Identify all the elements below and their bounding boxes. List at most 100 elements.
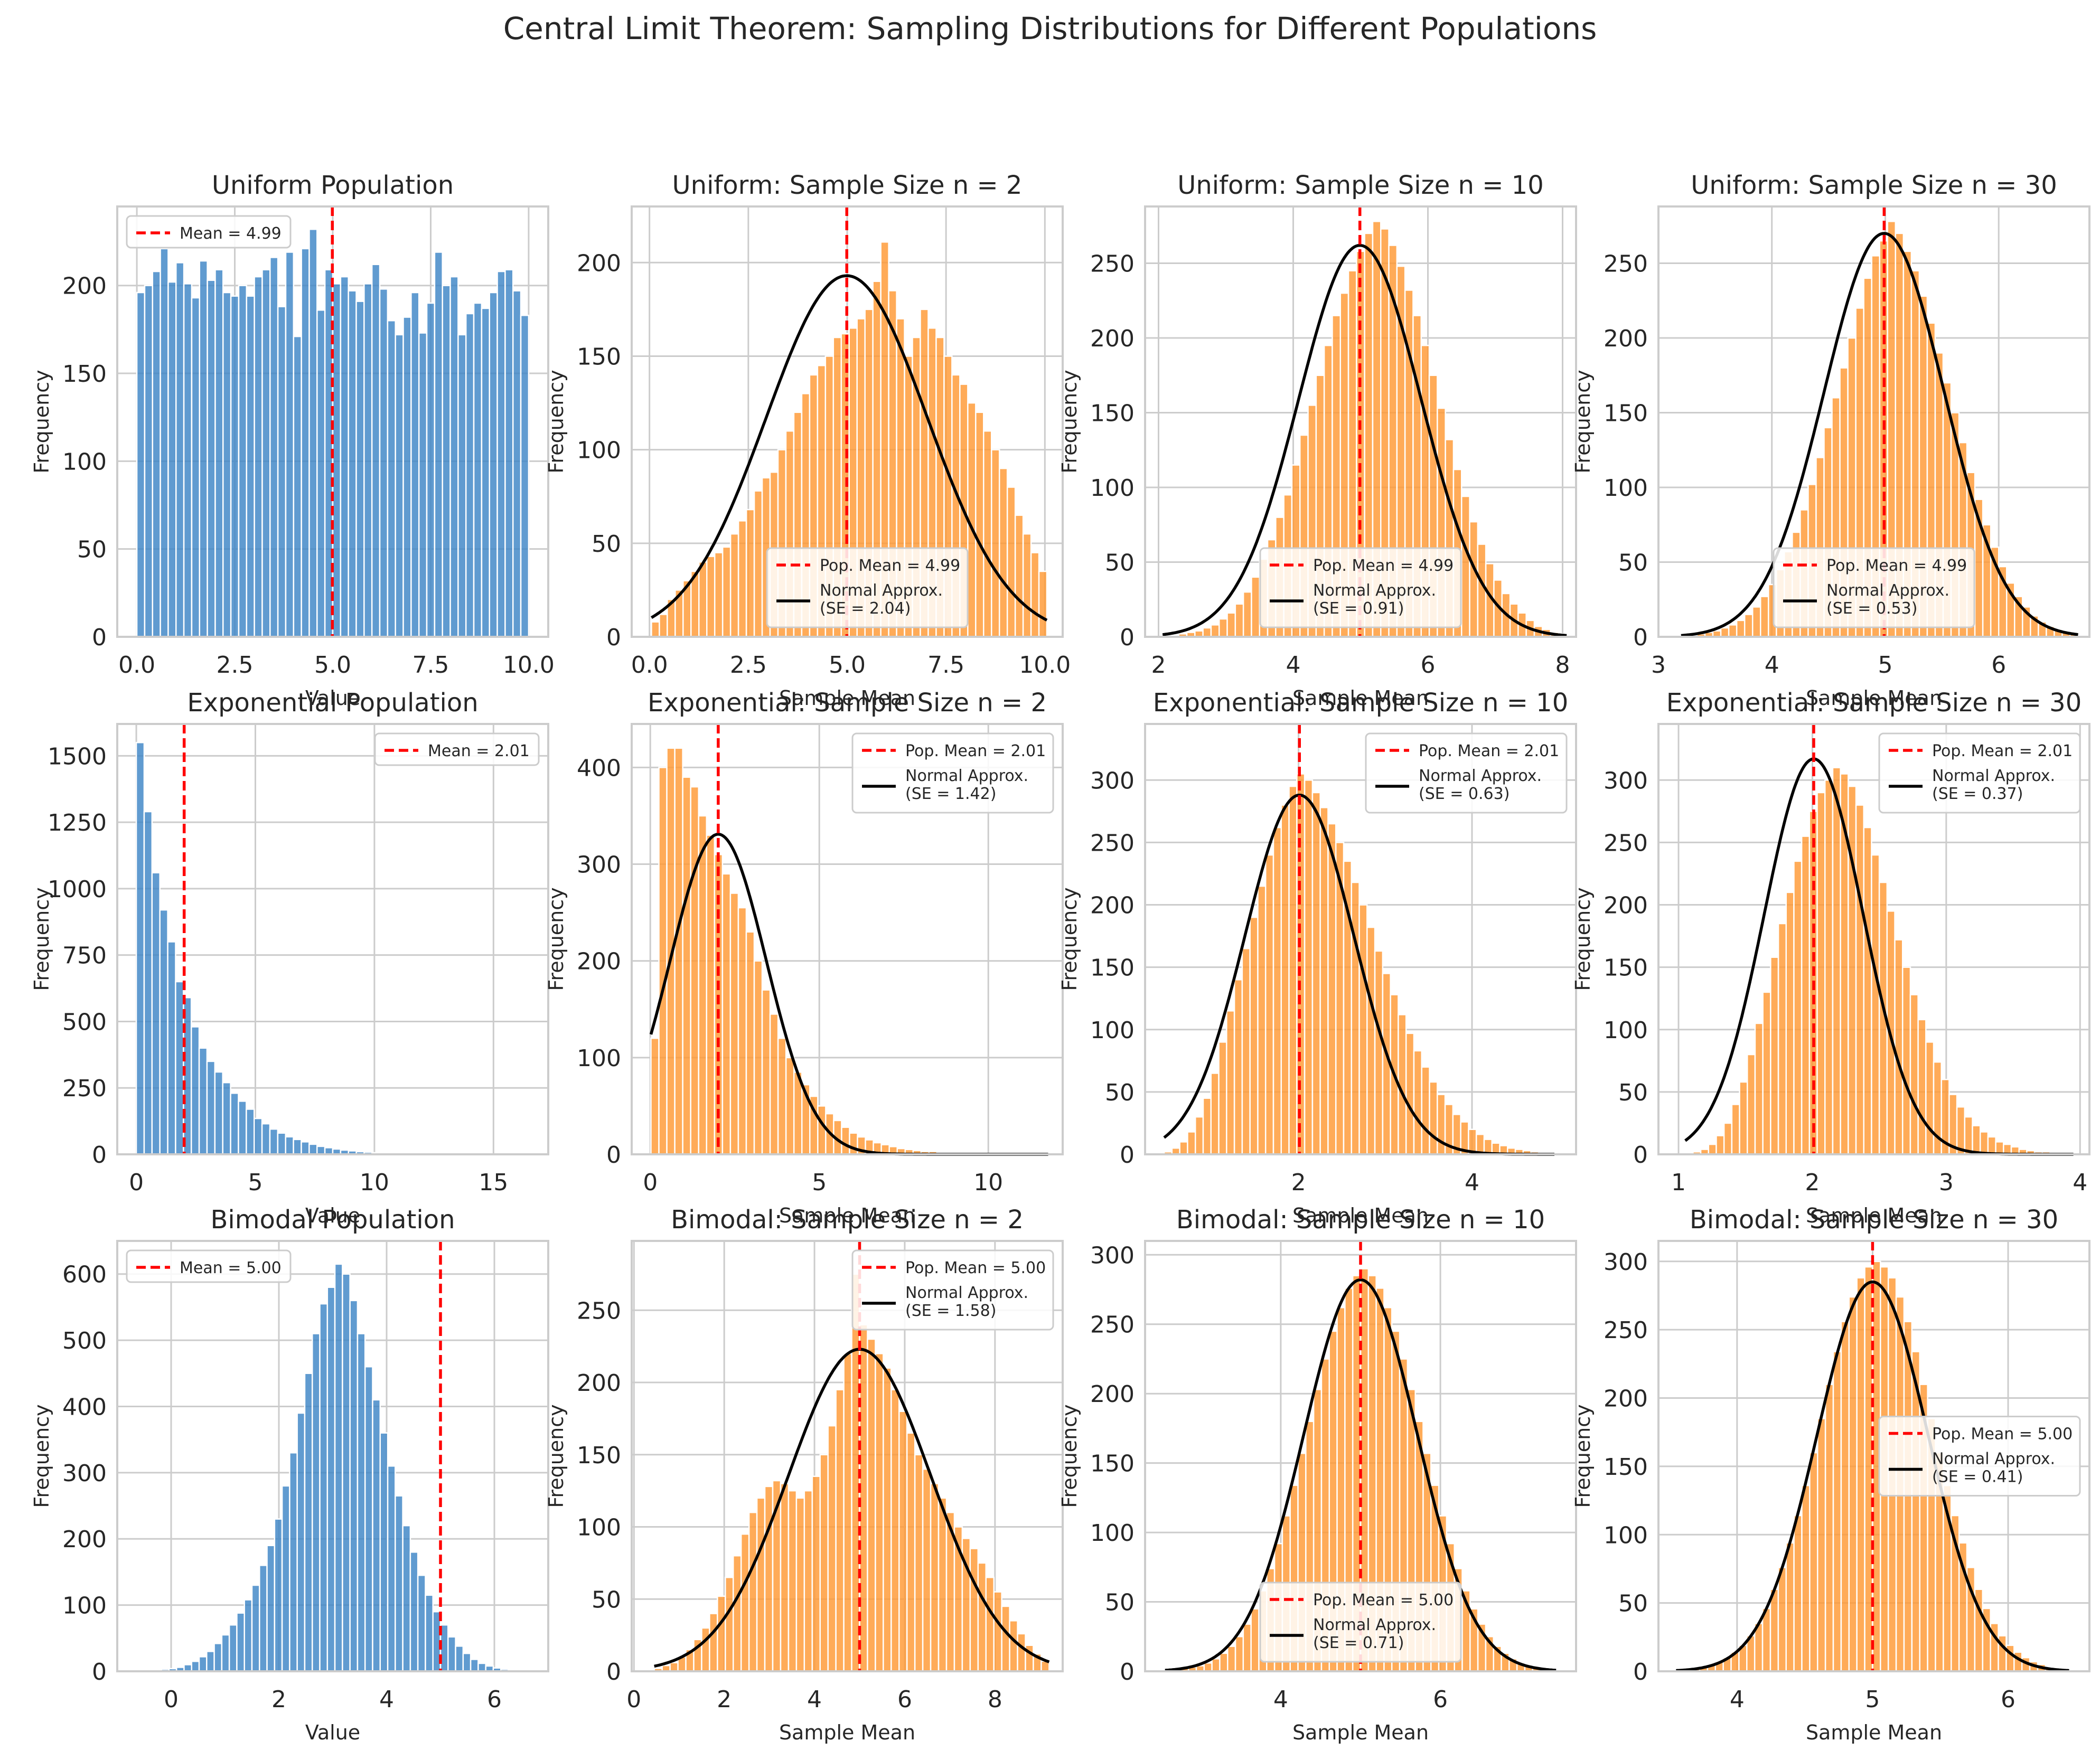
histogram-bar xyxy=(706,834,716,1155)
histogram-bar xyxy=(717,1595,726,1672)
legend-frame xyxy=(851,1249,1054,1331)
y-tick-label: 0 xyxy=(1633,624,1648,651)
histogram-bar xyxy=(449,276,459,638)
legend: Mean = 2.01 xyxy=(374,732,540,766)
histogram-bar xyxy=(1218,618,1228,638)
histogram-bar xyxy=(769,1013,779,1155)
histogram-bar xyxy=(651,621,660,638)
x-tick-label: 3 xyxy=(1939,1169,1954,1196)
y-tick-label: 100 xyxy=(1090,1017,1135,1044)
legend-label: Pop. Mean = 2.01 xyxy=(1932,742,2073,760)
x-tick-label: 10 xyxy=(973,1169,1003,1196)
x-tick-label: 3 xyxy=(1651,652,1666,679)
subplot-title: Bimodal: Sample Size n = 10 xyxy=(1176,1205,1545,1235)
x-tick-label: 5 xyxy=(248,1169,262,1196)
histogram-bar xyxy=(1194,1116,1204,1155)
x-tick-label: 0 xyxy=(626,1686,641,1713)
subplot-1: 0.0 2.5 5.0 7.5 10.0 0 50 100 150 200 Uniform Popu… xyxy=(30,171,555,710)
histogram-bar xyxy=(364,1366,373,1672)
histogram-bar xyxy=(1226,1010,1235,1155)
histogram-bar xyxy=(190,1026,200,1155)
y-tick-label: 200 xyxy=(1090,892,1135,919)
legend-label: (SE = 1.58) xyxy=(905,1302,996,1320)
histogram-bar xyxy=(167,281,177,638)
histogram-bar xyxy=(230,1093,239,1155)
legend-frame xyxy=(1259,1582,1462,1663)
y-tick-label: 0 xyxy=(1633,1659,1648,1686)
histogram-bar xyxy=(998,467,1008,638)
axes-frame xyxy=(116,723,549,1155)
histogram-bar xyxy=(251,1584,260,1672)
x-tick-label: 10 xyxy=(360,1169,389,1196)
histogram-bar xyxy=(326,1286,336,1672)
histogram-bar xyxy=(1233,979,1243,1155)
histogram-bar xyxy=(1840,1321,1850,1672)
histogram-bar xyxy=(269,257,279,638)
histogram-bar xyxy=(144,285,154,638)
histogram-bar xyxy=(1801,1484,1811,1672)
y-tick-label: 750 xyxy=(62,943,107,970)
histogram-bar xyxy=(496,270,506,638)
histogram-bar xyxy=(301,248,310,638)
histogram-bar xyxy=(937,1497,948,1672)
histogram-bar xyxy=(160,248,169,638)
histogram-bar xyxy=(357,1333,366,1672)
y-tick-label: 0 xyxy=(92,624,107,651)
y-tick-label: 100 xyxy=(1604,1522,1648,1549)
y-axis-label: Frequency xyxy=(1571,370,1595,473)
histogram-bar xyxy=(785,1057,795,1155)
axes-frame xyxy=(116,1240,549,1672)
histogram-bar xyxy=(1280,804,1290,1155)
histogram-bar xyxy=(447,1636,456,1672)
y-tick-label: 50 xyxy=(1618,550,1648,577)
histogram-bar xyxy=(795,1497,805,1672)
histogram-bar xyxy=(1210,624,1220,638)
x-axis-label: Sample Mean xyxy=(779,1721,915,1744)
histogram-bar xyxy=(183,283,193,638)
histogram-bar xyxy=(875,1353,884,1672)
histogram-bar xyxy=(151,872,161,1155)
histogram-bar xyxy=(1421,1066,1430,1155)
histogram-bar xyxy=(890,1389,900,1672)
axes-frame xyxy=(116,205,549,638)
histogram-bar xyxy=(1219,1652,1229,1672)
y-tick-label: 0 xyxy=(606,1659,621,1686)
histogram-bar xyxy=(701,1627,710,1672)
subplot-8: 1 2 3 4 0 50 100 150 200 250 300 Exponential: Sampl… xyxy=(1571,688,2090,1227)
normal-approx-curve xyxy=(1676,1280,2069,1672)
histogram-bar xyxy=(489,291,498,638)
histogram-bar xyxy=(906,1432,916,1672)
x-tick-label: 6 xyxy=(487,1686,502,1713)
x-tick-label: 15 xyxy=(479,1169,508,1196)
normal-approx-curve xyxy=(1165,1278,1557,1672)
histogram-bar xyxy=(1871,854,1880,1155)
histogram-bar xyxy=(457,334,467,638)
histogram-bar xyxy=(481,307,490,638)
histogram-bar xyxy=(311,1333,321,1672)
y-tick-label: 100 xyxy=(62,1593,107,1620)
histogram-bar xyxy=(281,1485,290,1672)
legend-frame xyxy=(1878,732,2081,814)
histogram-bars xyxy=(650,747,1049,1155)
subplot-10: 0 2 4 6 8 0 50 100 150 200 250 Bimodal: Sample Size… xyxy=(545,1205,1064,1744)
x-tick-label: 4 xyxy=(1273,1686,1288,1713)
y-tick-label: 50 xyxy=(1105,1589,1135,1616)
histogram-bar xyxy=(698,561,708,638)
histogram-bar xyxy=(285,251,295,638)
x-axis-label: Sample Mean xyxy=(1806,1721,1942,1744)
x-tick-label: 10.0 xyxy=(1019,652,1071,679)
histogram-bar xyxy=(737,907,747,1155)
histogram-bar xyxy=(1801,835,1811,1155)
histogram-bar xyxy=(706,556,716,638)
x-tick-label: 5 xyxy=(1865,1686,1880,1713)
histogram-bar xyxy=(520,314,530,638)
x-axis-label: Sample Mean xyxy=(779,1204,915,1227)
histogram-bar xyxy=(1477,543,1487,638)
histogram-bar xyxy=(1855,804,1864,1155)
histogram-bar xyxy=(1234,603,1244,638)
histogram-bar xyxy=(1366,926,1376,1155)
x-tick-label: 0 xyxy=(164,1686,179,1713)
histogram-bar xyxy=(285,1136,294,1155)
y-tick-label: 200 xyxy=(1604,1386,1648,1413)
histogram-bar xyxy=(1022,533,1032,638)
